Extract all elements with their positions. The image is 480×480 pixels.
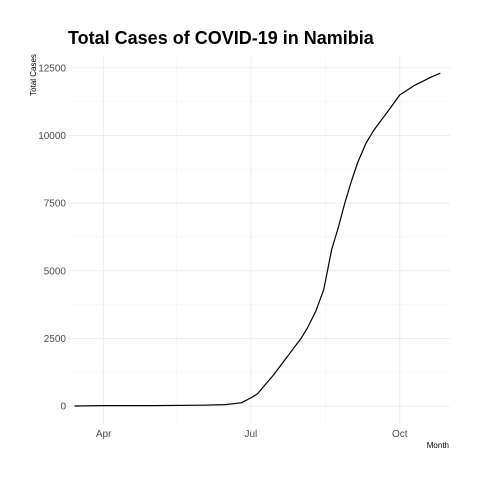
y-tick-label: 5000: [44, 266, 67, 277]
y-axis-label: Total Cases: [29, 54, 38, 96]
y-tick-label: 12500: [38, 63, 66, 74]
x-axis-ticks: Apr Jul Oct: [96, 429, 408, 440]
y-tick-label: 2500: [44, 334, 67, 345]
total-cases-line: [74, 72, 441, 407]
x-tick-label: Jul: [245, 429, 258, 440]
x-axis-label: Month: [427, 441, 449, 450]
y-axis-ticks: 0 2500 5000 7500 10000 12500: [38, 63, 66, 412]
chart-title: Total Cases of COVID-19 in Namibia: [68, 28, 375, 48]
y-tick-label: 7500: [44, 199, 67, 210]
x-tick-label: Apr: [96, 429, 112, 440]
y-tick-label: 0: [60, 402, 66, 413]
y-tick-label: 10000: [38, 131, 66, 142]
grid: [68, 57, 450, 425]
x-tick-label: Oct: [392, 429, 408, 440]
